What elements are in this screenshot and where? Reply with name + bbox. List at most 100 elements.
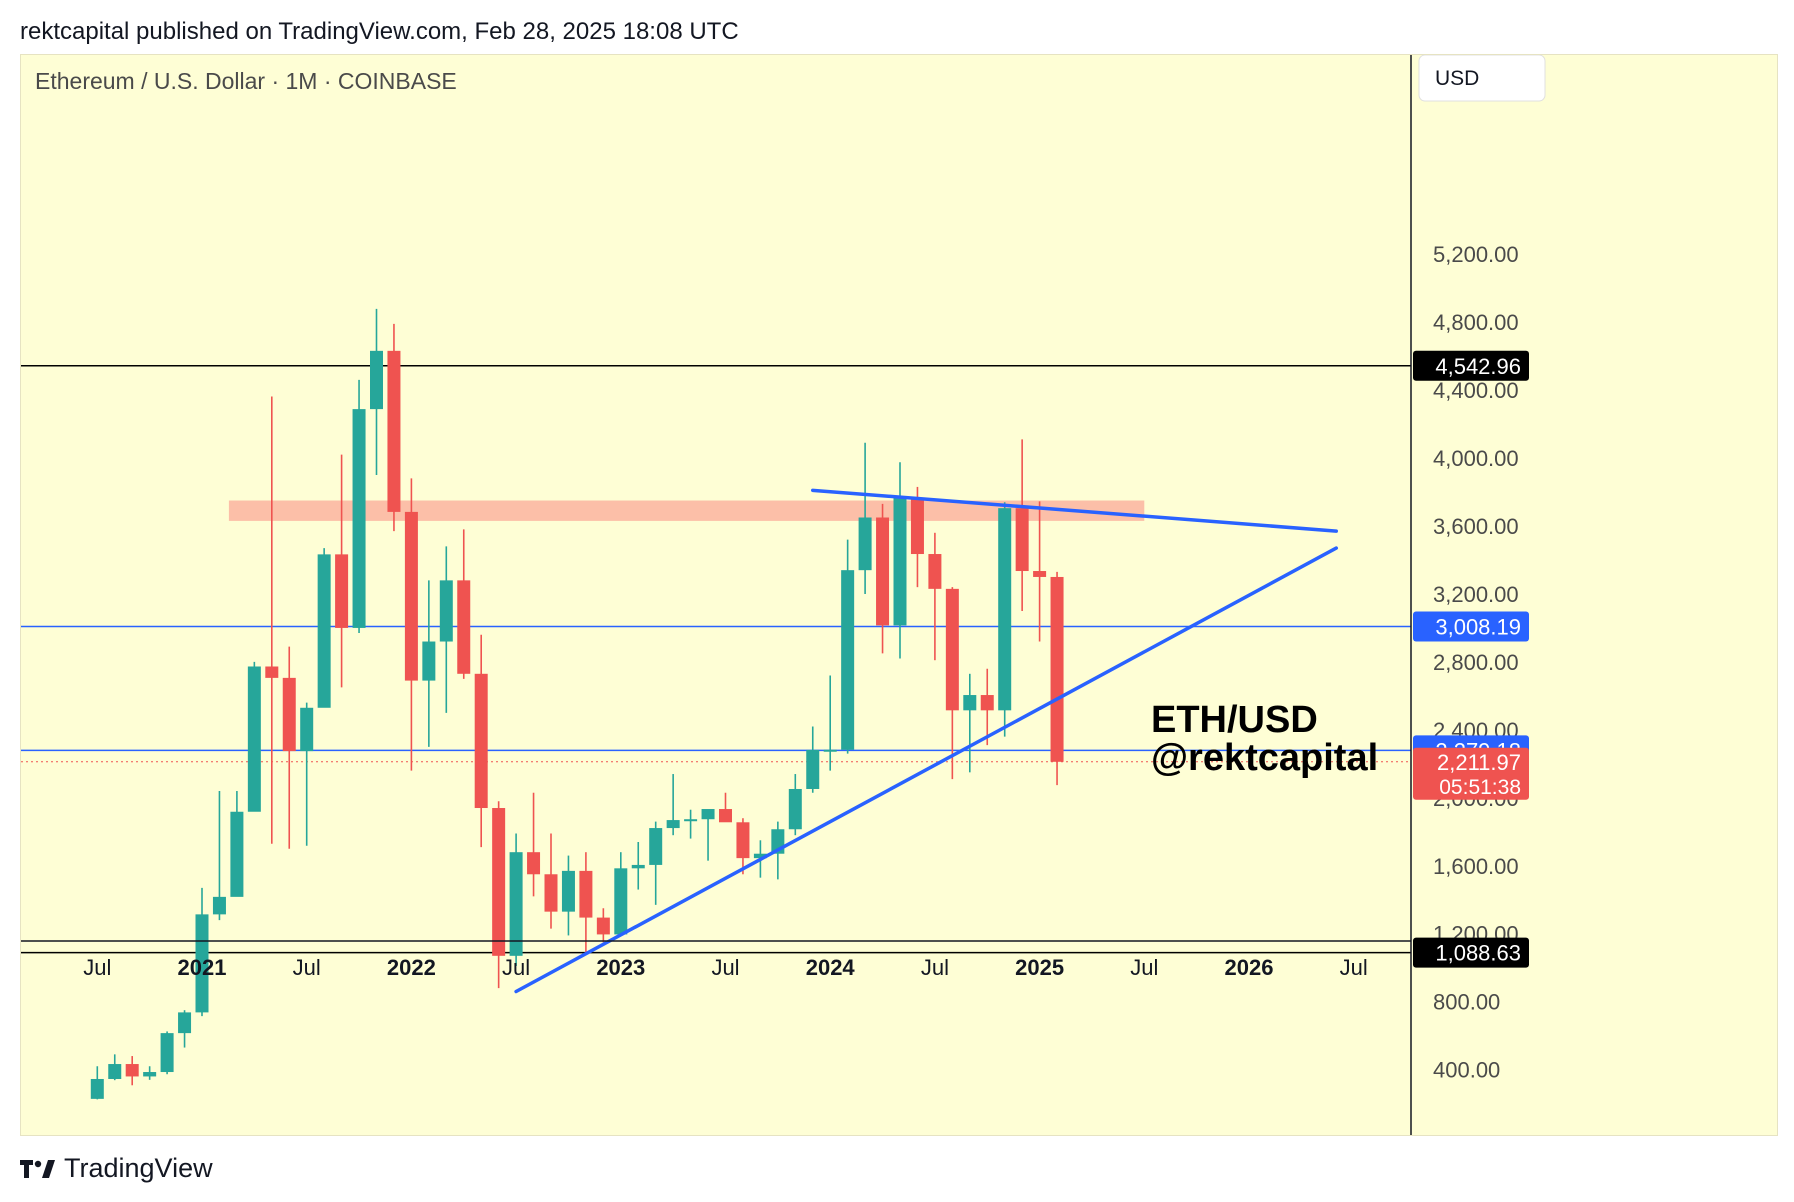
candle-2022-11 xyxy=(579,852,593,955)
candle-body xyxy=(335,554,349,628)
candle-body xyxy=(614,868,628,935)
candle-body xyxy=(404,511,418,681)
candle-2021-02 xyxy=(212,791,226,921)
candle-body xyxy=(928,554,942,589)
candle-2022-03 xyxy=(439,546,453,713)
candle-2020-09 xyxy=(125,1056,139,1086)
candle-2024-07 xyxy=(928,532,942,661)
x-tick-label: Jul xyxy=(711,955,739,980)
candle-2023-12 xyxy=(806,726,820,793)
candle-2023-02 xyxy=(631,841,645,890)
candle-2022-12 xyxy=(596,908,610,943)
candle-body xyxy=(561,870,575,912)
x-tick-label: 2026 xyxy=(1225,955,1274,980)
candle-2020-12 xyxy=(178,1010,192,1048)
candle-body xyxy=(823,749,837,752)
candle-body xyxy=(910,497,924,555)
candle-2022-01 xyxy=(404,478,418,771)
candle-body xyxy=(387,350,401,512)
x-tick-label: Jul xyxy=(83,955,111,980)
tradingview-logo-icon xyxy=(20,1159,55,1178)
candle-body xyxy=(701,809,715,820)
candle-2020-07 xyxy=(90,1066,104,1100)
candle-2022-04 xyxy=(457,529,471,679)
candle-body xyxy=(736,822,750,859)
y-tick-label: 3,600.00 xyxy=(1433,514,1519,539)
candle-body xyxy=(544,874,558,912)
x-tick-label: Jul xyxy=(293,955,321,980)
candle-2024-03 xyxy=(858,442,872,594)
candle-body xyxy=(143,1072,157,1077)
y-tick-label: 4,800.00 xyxy=(1433,310,1519,335)
candle-body xyxy=(265,666,279,678)
currency-button[interactable]: USD xyxy=(1418,55,1546,102)
candle-body xyxy=(300,707,314,752)
y-tick-label: 800.00 xyxy=(1433,990,1500,1015)
y-tick-label: 4,000.00 xyxy=(1433,446,1519,471)
4542-level-tag: 4,542.96 xyxy=(1413,350,1529,381)
candle-2022-07 xyxy=(509,833,523,967)
candle-2020-10 xyxy=(143,1066,157,1080)
candle-2024-04 xyxy=(876,503,890,654)
4542-level-tag-bg xyxy=(1413,350,1529,381)
candle-body xyxy=(527,852,541,875)
ascending-support-trendline xyxy=(514,546,1338,994)
candle-2025-02 xyxy=(1050,571,1064,786)
candle-body xyxy=(317,554,331,708)
tradingview-branding[interactable]: TradingView xyxy=(20,1153,213,1184)
y-tick-label: 4,400.00 xyxy=(1433,378,1519,403)
candle-body xyxy=(579,870,593,918)
candle-2022-08 xyxy=(527,792,541,897)
candle-2021-10 xyxy=(352,379,366,634)
candle-body xyxy=(998,508,1012,711)
countdown-text: 05:51:38 xyxy=(1439,776,1521,799)
candle-2021-09 xyxy=(335,454,349,688)
publisher-line: rektcapital published on TradingView.com… xyxy=(20,18,739,45)
annotation-author: @rektcapital xyxy=(1151,737,1378,779)
1088-level-tag: 1,088.63 xyxy=(1413,937,1529,968)
candle-2024-08 xyxy=(945,587,959,780)
candle-2021-12 xyxy=(387,323,401,532)
candlestick-chart[interactable]: 5,200.00 4,800.00 4,400.00 4,000.00 3,600.00… xyxy=(21,55,1777,1135)
descending-resistance-trendline xyxy=(811,488,1338,533)
candle-body xyxy=(753,853,767,859)
candle-body xyxy=(788,788,802,830)
candle-body xyxy=(963,695,977,711)
candle-2022-02 xyxy=(422,580,436,747)
x-tick-label: 2021 xyxy=(178,955,227,980)
current-price-text: 2,211.97 xyxy=(1437,750,1521,775)
candle-2021-04 xyxy=(247,661,261,812)
candle-body xyxy=(212,896,226,915)
candle-2025-01 xyxy=(1033,501,1047,642)
candle-2022-10 xyxy=(561,855,575,936)
x-tick-label: 2025 xyxy=(1015,955,1064,980)
candle-body xyxy=(370,350,383,410)
candle-2024-02 xyxy=(841,539,855,754)
candle-body xyxy=(858,517,872,571)
candle-body xyxy=(719,809,732,823)
candle-body xyxy=(247,666,261,812)
candle-2023-01 xyxy=(614,852,628,936)
candle-2020-11 xyxy=(160,1031,174,1075)
candle-body xyxy=(1015,508,1029,572)
candle-2021-07 xyxy=(300,702,314,846)
3008-level-tag: 3,008.19 xyxy=(1413,611,1529,642)
x-tick-label: 2022 xyxy=(387,955,436,980)
candle-body xyxy=(457,580,471,674)
candle-2024-09 xyxy=(963,673,977,773)
candle-body xyxy=(666,820,680,829)
candle-2021-06 xyxy=(282,646,296,849)
candle-body xyxy=(352,409,366,628)
x-tick-label: Jul xyxy=(1130,955,1158,980)
4542-level-tag-text: 4,542.96 xyxy=(1435,354,1521,379)
candle-2021-03 xyxy=(230,791,244,897)
y-tick-label: 2,800.00 xyxy=(1433,650,1519,675)
tradingview-wordmark: TradingView xyxy=(64,1153,213,1183)
candle-2023-11 xyxy=(788,774,802,836)
candle-2022-06 xyxy=(492,801,506,989)
candle-body xyxy=(509,852,523,956)
candle-body xyxy=(684,819,698,822)
candle-2023-04 xyxy=(666,774,680,836)
candle-2024-11 xyxy=(998,502,1012,737)
candle-2023-07 xyxy=(719,792,732,823)
